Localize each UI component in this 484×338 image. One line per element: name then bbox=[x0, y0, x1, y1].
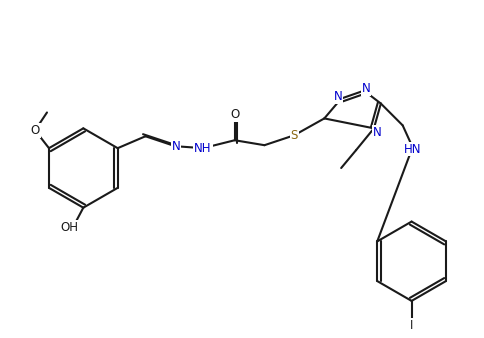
Text: HN: HN bbox=[403, 143, 421, 156]
Text: OH: OH bbox=[60, 221, 78, 234]
Text: NH: NH bbox=[194, 142, 212, 155]
Text: O: O bbox=[30, 124, 40, 137]
Text: I: I bbox=[409, 319, 412, 332]
Text: N: N bbox=[171, 140, 180, 153]
Text: N: N bbox=[333, 90, 342, 103]
Text: O: O bbox=[229, 108, 239, 121]
Text: S: S bbox=[290, 129, 297, 142]
Text: N: N bbox=[361, 82, 370, 95]
Text: N: N bbox=[372, 126, 380, 139]
